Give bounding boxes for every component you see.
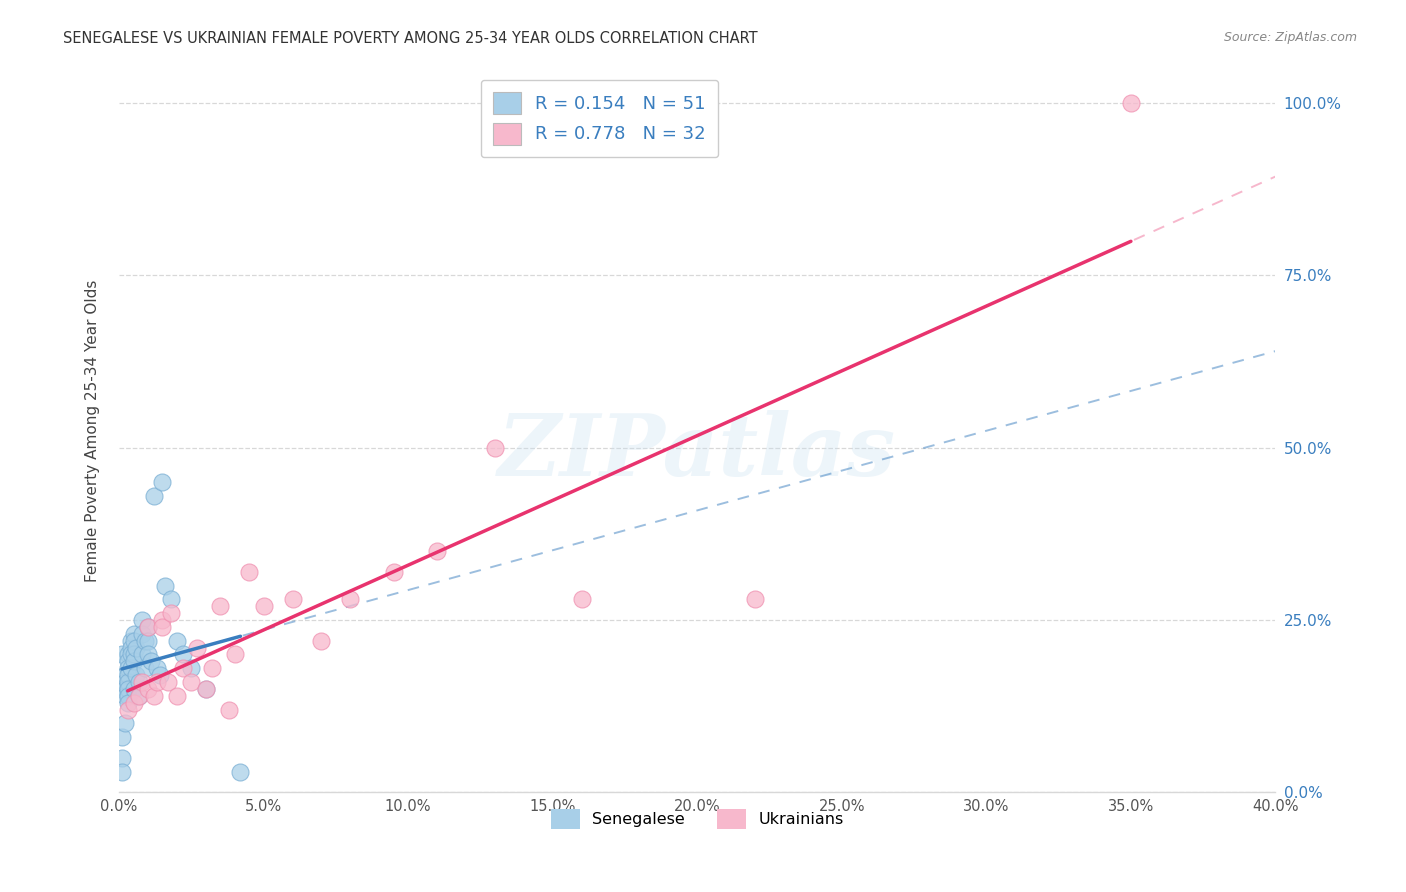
Point <box>120 640 142 655</box>
Point <box>120 661 142 675</box>
Point <box>194 681 217 696</box>
Legend: Senegalese, Ukrainians: Senegalese, Ukrainians <box>544 803 851 835</box>
Point <box>122 633 145 648</box>
Point <box>131 675 153 690</box>
Point <box>117 648 139 662</box>
Point <box>122 648 145 662</box>
Point <box>136 648 159 662</box>
Point <box>120 633 142 648</box>
Point <box>117 675 139 690</box>
Point <box>155 578 177 592</box>
Point <box>160 606 183 620</box>
Point <box>125 640 148 655</box>
Point <box>229 764 252 779</box>
Point <box>382 565 405 579</box>
Point <box>238 565 260 579</box>
Point <box>136 681 159 696</box>
Point <box>136 620 159 634</box>
Point <box>200 661 222 675</box>
Point <box>117 668 139 682</box>
Point <box>571 592 593 607</box>
Point <box>160 592 183 607</box>
Point <box>281 592 304 607</box>
Point <box>111 681 134 696</box>
Point <box>209 599 232 614</box>
Text: SENEGALESE VS UKRAINIAN FEMALE POVERTY AMONG 25-34 YEAR OLDS CORRELATION CHART: SENEGALESE VS UKRAINIAN FEMALE POVERTY A… <box>63 31 758 46</box>
Point <box>122 696 145 710</box>
Point <box>134 633 156 648</box>
Point <box>311 633 333 648</box>
Point <box>117 703 139 717</box>
Point <box>145 661 167 675</box>
Point <box>122 654 145 668</box>
Point <box>224 648 246 662</box>
Point <box>117 696 139 710</box>
Point <box>117 689 139 703</box>
Point <box>148 668 170 682</box>
Text: Source: ZipAtlas.com: Source: ZipAtlas.com <box>1223 31 1357 45</box>
Point <box>194 681 217 696</box>
Point <box>114 675 136 690</box>
Point <box>157 675 180 690</box>
Point <box>180 675 202 690</box>
Point <box>152 613 174 627</box>
Point <box>125 668 148 682</box>
Point <box>426 544 449 558</box>
Point <box>145 675 167 690</box>
Point <box>114 689 136 703</box>
Point <box>128 689 150 703</box>
Point <box>131 648 153 662</box>
Point <box>136 633 159 648</box>
Point <box>152 620 174 634</box>
Point <box>172 661 194 675</box>
Point <box>114 716 136 731</box>
Y-axis label: Female Poverty Among 25-34 Year Olds: Female Poverty Among 25-34 Year Olds <box>86 279 100 582</box>
Point <box>131 626 153 640</box>
Point <box>111 751 134 765</box>
Point <box>218 703 240 717</box>
Point <box>111 730 134 744</box>
Point <box>152 475 174 489</box>
Point <box>122 681 145 696</box>
Point <box>139 654 162 668</box>
Point <box>339 592 361 607</box>
Point <box>180 661 202 675</box>
Point <box>117 681 139 696</box>
Point <box>136 620 159 634</box>
Point <box>111 764 134 779</box>
Point <box>142 689 165 703</box>
Point <box>114 681 136 696</box>
Point <box>128 689 150 703</box>
Point <box>186 640 208 655</box>
Point <box>117 661 139 675</box>
Point <box>122 626 145 640</box>
Point <box>1119 95 1142 110</box>
Point <box>120 648 142 662</box>
Point <box>128 675 150 690</box>
Point <box>172 648 194 662</box>
Point <box>111 648 134 662</box>
Point <box>117 654 139 668</box>
Point <box>166 689 188 703</box>
Point <box>134 661 156 675</box>
Text: ZIPatlas: ZIPatlas <box>498 410 896 494</box>
Point <box>166 633 188 648</box>
Point <box>484 441 506 455</box>
Point <box>252 599 274 614</box>
Point <box>142 489 165 503</box>
Point <box>744 592 766 607</box>
Point <box>114 668 136 682</box>
Point <box>131 613 153 627</box>
